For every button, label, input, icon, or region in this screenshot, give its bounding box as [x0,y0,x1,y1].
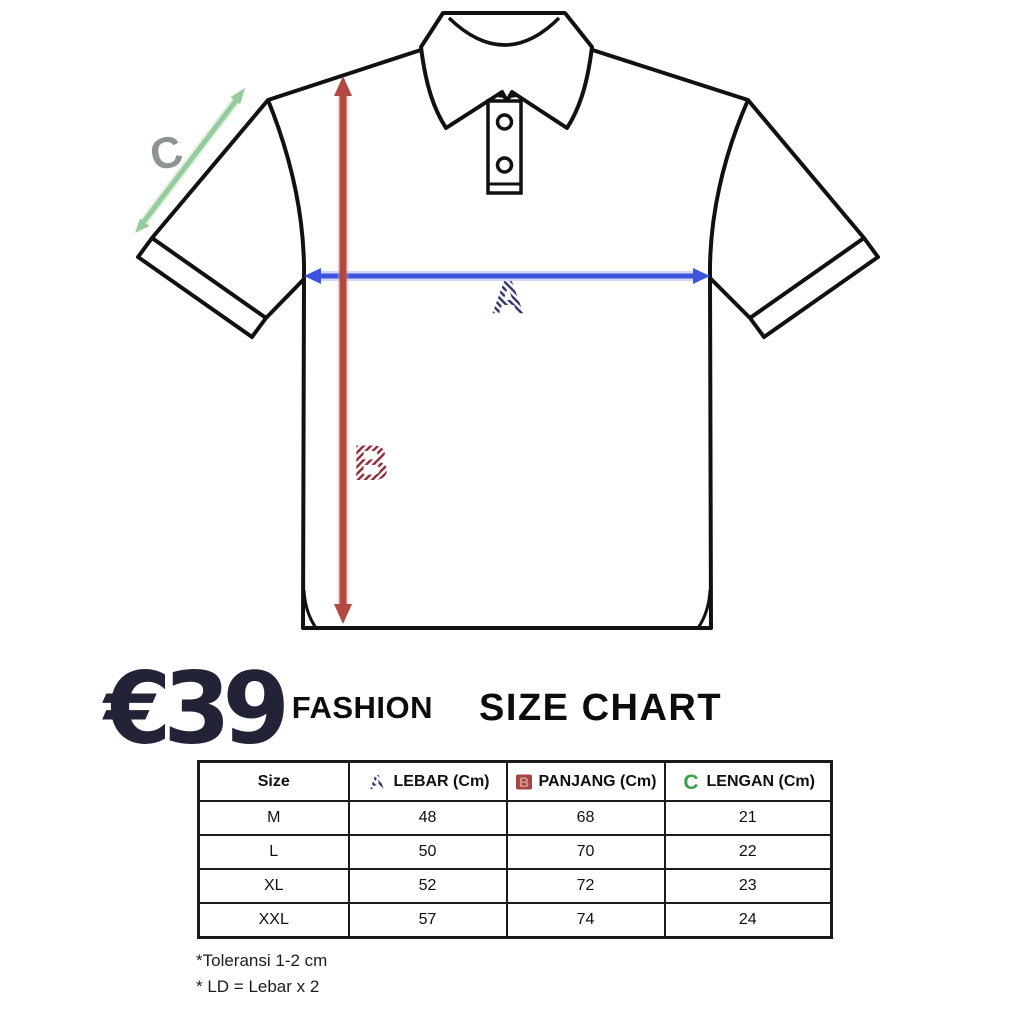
cell-panjang: 72 [505,868,666,904]
button-bottom [495,156,514,174]
branding-row: €39 FASHION SIZE CHART [104,652,722,764]
col-header-panjang: B PANJANG (Cm) [505,760,666,802]
left-sleeve [136,98,307,339]
footnote-tolerance: *Toleransi 1-2 cm [196,951,328,970]
cell-panjang: 68 [505,800,666,836]
svg-text:A: A [369,773,383,791]
shirt-body [266,44,750,630]
left-sleeve-cuff-seam [150,236,268,320]
cell-size: XL [197,868,350,904]
cell-size: XXL [197,902,350,939]
left-hem-vent [302,589,318,629]
lebar-a-icon: A [369,773,383,791]
table-row-xxl: XXL 57 74 24 [197,902,833,939]
sleeve-arrow [135,88,245,233]
cell-lebar: 50 [347,834,508,870]
table-header-row: Size A LEBAR (Cm) B P [197,760,833,802]
brand-name: FASHION [291,690,434,725]
brand-logo: €39 [104,650,290,766]
width-arrowhead-left [304,268,321,284]
placket [486,99,523,195]
length-arrow [334,76,352,624]
cell-lengan: 22 [663,834,833,870]
width-arrow [304,268,710,284]
collar-fold-line [447,16,561,47]
col-header-lengan: C LENGAN (Cm) [663,760,833,802]
width-label-a: A [491,271,524,323]
cell-size: L [197,834,350,870]
cell-lebar: 52 [347,868,508,904]
button-top [495,113,514,131]
col-header-lebar: A LEBAR (Cm) [347,760,508,802]
right-hem-vent [696,589,712,629]
sleeve-arrowhead-top [230,88,245,105]
lengan-c-icon: C [683,773,698,791]
length-arrowhead-bottom [334,604,352,624]
footnote-ld: * LD = Lebar x 2 [196,977,320,997]
page-title: SIZE CHART [479,686,723,729]
cell-lengan: 24 [663,902,833,939]
svg-text:C: C [683,773,698,791]
sleeve-arrow-line [140,96,240,226]
col-header-size: Size [197,760,350,802]
col-header-lengan-label: LENGAN (Cm) [706,772,815,790]
svg-text:B: B [518,774,528,790]
panjang-b-icon: B [515,774,532,790]
footnotes: *Toleransi 1-2 cm * LD = Lebar x 2 [196,948,327,1001]
cell-lengan: 23 [663,868,833,904]
col-header-panjang-label: PANJANG (Cm) [538,772,657,790]
polo-shirt-diagram: A B C [135,11,880,630]
right-sleeve-cuff-seam [748,236,866,320]
cell-panjang: 70 [505,834,666,870]
cell-lebar: 57 [347,902,508,939]
length-label-b: B [353,435,389,491]
cell-size: M [197,800,350,836]
length-arrowhead-top [334,76,352,96]
size-table: Size A LEBAR (Cm) B P [197,760,833,939]
sleeve-label-c: C [145,126,188,181]
cell-panjang: 74 [505,902,666,939]
table-row-l: L 50 70 22 [197,834,833,870]
sleeve-arrowhead-bottom [135,218,150,233]
width-arrowhead-right [693,268,710,284]
cell-lebar: 48 [347,800,508,836]
col-header-lebar-label: LEBAR (Cm) [393,772,490,790]
collar [419,11,594,130]
cell-lengan: 21 [663,800,833,836]
right-sleeve [708,98,880,339]
table-row-xl: XL 52 72 23 [197,868,833,904]
table-row-m: M 48 68 21 [197,800,833,836]
